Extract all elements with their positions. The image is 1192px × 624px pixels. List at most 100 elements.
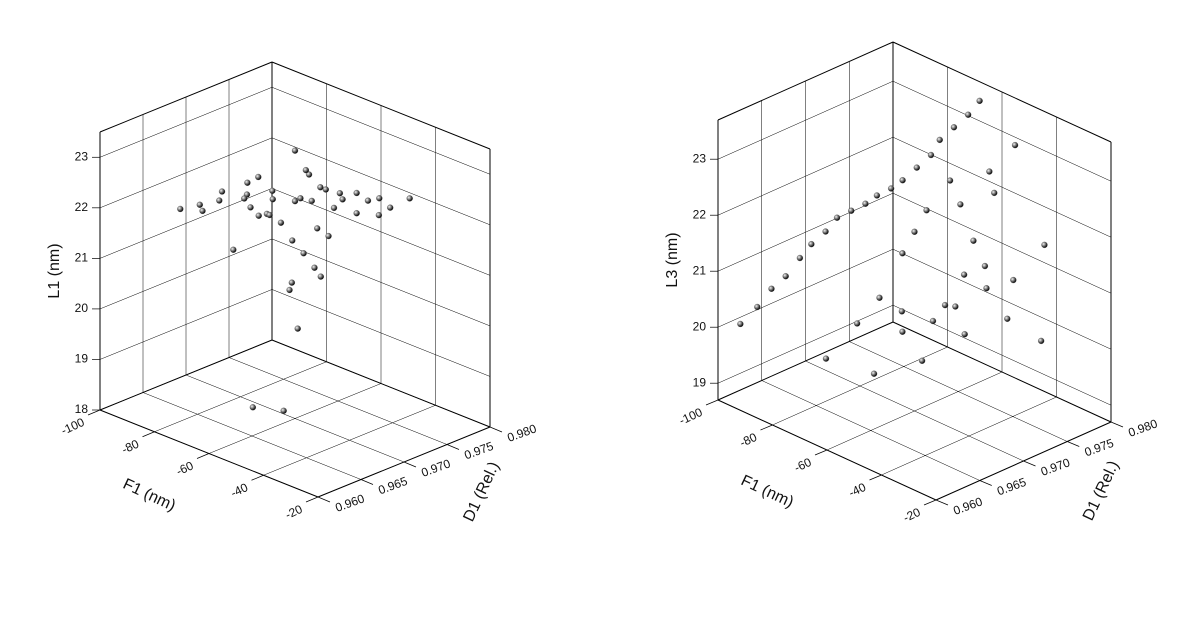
z-tick-label: 22 — [75, 200, 89, 214]
data-point — [199, 207, 206, 215]
data-point — [302, 166, 310, 174]
grid-line — [717, 399, 937, 501]
data-point — [280, 407, 287, 414]
data-point — [976, 97, 983, 104]
grid-line — [271, 188, 491, 276]
data-point — [1011, 141, 1019, 149]
y-tick-label: 0.975 — [1083, 436, 1116, 460]
data-point — [898, 308, 906, 315]
grid-line — [717, 304, 894, 384]
data-point — [286, 286, 293, 294]
data-point — [305, 171, 313, 178]
data-point — [308, 197, 315, 205]
data-point — [325, 232, 332, 240]
tick-mark — [705, 399, 719, 406]
y-tick-label: 0.965 — [995, 475, 1028, 499]
y-tick-label: 0.960 — [333, 491, 366, 515]
y-tick-label: 0.965 — [376, 474, 409, 498]
x-tick-label: -60 — [174, 458, 196, 478]
data-point — [913, 164, 920, 171]
grid-line — [99, 339, 273, 411]
data-point — [339, 196, 346, 203]
grid-line — [892, 321, 1112, 423]
data-point — [946, 177, 954, 184]
grid-line — [271, 87, 491, 175]
grid-line — [99, 289, 273, 360]
data-point — [1010, 276, 1017, 284]
data-point — [406, 195, 413, 202]
grid-line — [892, 304, 1112, 406]
data-point — [870, 370, 878, 377]
data-point — [1038, 337, 1045, 345]
data-point — [808, 240, 815, 248]
data-point — [196, 201, 203, 208]
tick-mark — [489, 426, 503, 433]
y-tick-label: 0.980 — [1126, 416, 1159, 440]
x-tick-label: -80 — [737, 430, 759, 450]
data-point — [249, 404, 257, 411]
data-point — [291, 147, 299, 154]
data-point — [364, 197, 372, 204]
data-point — [266, 211, 273, 219]
tick-mark — [935, 499, 949, 506]
data-point — [923, 207, 930, 214]
x-tick-label: -20 — [283, 502, 305, 522]
z-axis-label: L3 (nm) — [664, 232, 681, 287]
data-point — [1004, 315, 1011, 322]
data-point — [376, 195, 383, 202]
grid-line — [99, 409, 319, 498]
data-point — [314, 225, 321, 232]
data-point — [970, 237, 977, 244]
y-axis-label: D1 (Rel.) — [461, 459, 503, 524]
data-point — [876, 294, 883, 301]
data-point — [853, 320, 861, 327]
tick-mark — [1110, 421, 1124, 428]
grid-line — [717, 136, 894, 216]
data-point — [255, 212, 262, 219]
data-point — [991, 189, 998, 197]
z-tick-label: 22 — [693, 207, 707, 221]
data-point — [768, 285, 775, 292]
grid-line — [271, 339, 491, 428]
data-point — [899, 250, 906, 257]
data-point — [294, 325, 301, 332]
x-axis-label: F1 (nm) — [120, 476, 178, 515]
z-tick-label: 19 — [693, 375, 707, 389]
z-tick-label: 21 — [693, 263, 707, 277]
data-point — [911, 228, 918, 235]
y-tick-label: 0.960 — [951, 494, 984, 518]
grid-line — [271, 238, 491, 327]
data-point — [957, 201, 964, 208]
data-point — [291, 198, 299, 205]
tick-mark — [446, 444, 460, 450]
z-tick-label: 20 — [75, 301, 89, 315]
data-point — [833, 214, 841, 221]
data-point — [887, 185, 895, 192]
data-point — [737, 320, 744, 328]
grid-line — [271, 289, 491, 377]
grid-line — [99, 238, 273, 310]
tick-mark — [251, 474, 264, 481]
data-point — [822, 228, 829, 235]
y-tick-label: 0.975 — [462, 439, 495, 463]
tick-mark — [869, 474, 882, 481]
grid-line — [892, 80, 1112, 182]
z-axis-label: L1 (nm) — [46, 243, 63, 298]
x-tick-label: -100 — [677, 405, 705, 428]
data-point — [218, 188, 226, 195]
data-point — [353, 189, 360, 197]
data-point — [322, 186, 329, 193]
grid-line — [805, 360, 1024, 462]
data-point — [848, 207, 855, 214]
data-point — [289, 237, 296, 244]
data-point — [918, 357, 926, 364]
x-tick-label: -80 — [119, 437, 141, 457]
data-point — [387, 204, 394, 211]
data-point — [952, 303, 959, 310]
grid-line — [717, 248, 894, 328]
z-tick-label: 18 — [75, 402, 89, 416]
data-point — [961, 331, 968, 338]
z-tick-label: 23 — [75, 149, 89, 163]
data-point — [353, 210, 360, 217]
data-point — [796, 254, 804, 262]
